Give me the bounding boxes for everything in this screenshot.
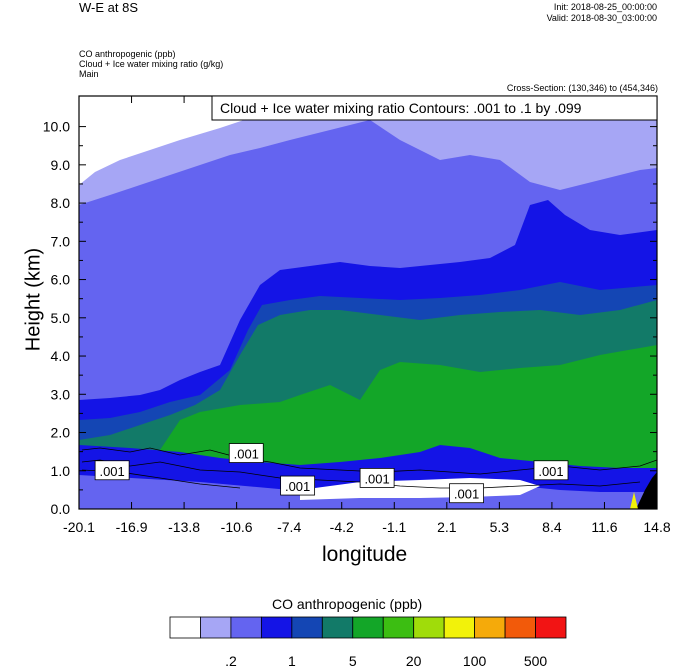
x-tick-label: -7.4	[277, 519, 301, 535]
colorbar-label: 100	[463, 653, 487, 667]
y-tick-label: 3.0	[51, 386, 71, 402]
y-tick-label: 6.0	[51, 272, 71, 288]
colorbar-swatch	[230, 616, 262, 639]
x-tick-label: 11.6	[591, 519, 617, 535]
x-tick-label: -4.2	[330, 519, 354, 535]
x-tick-label: -16.9	[116, 519, 148, 535]
contour-label-box	[359, 468, 395, 488]
colorbar-swatch	[413, 616, 445, 639]
contour-info-box	[211, 95, 658, 121]
cross-section-label: Cross-Section: (130,346) to (454,346)	[506, 83, 658, 93]
contour-label: .001	[454, 487, 479, 502]
x-tick-label: -1.1	[382, 519, 406, 535]
colorbar-label: 20	[406, 653, 422, 667]
field-co: CO anthropogenic (ppb)	[79, 49, 176, 59]
field-main: Main	[79, 69, 99, 79]
colorbar-swatch	[169, 616, 201, 639]
y-tick-label: 8.0	[51, 195, 71, 211]
y-tick-label: 4.0	[51, 348, 71, 364]
contour-label-box	[280, 475, 316, 496]
y-tick-label: 5.0	[51, 310, 71, 326]
heatmap-field	[79, 96, 657, 509]
x-tick-label: 14.8	[643, 519, 670, 535]
colorbar-swatch	[535, 616, 567, 639]
x-axis: -20.1 -16.9 -13.8 -10.6 -7.4 -4.2 -1.1 2.1 5.3 8.…	[63, 96, 671, 535]
colorbar-swatch	[321, 616, 354, 639]
contour-label: .001	[538, 464, 563, 479]
contour-label: .001	[234, 447, 259, 462]
x-tick-label: 2.1	[437, 519, 457, 535]
colorbar-label: 500	[524, 653, 548, 667]
field-list: CO anthropogenic (ppb) Cloud + Ice water…	[79, 49, 223, 79]
colorbar-label: .2	[225, 653, 237, 667]
y-tick-label: 7.0	[51, 233, 71, 249]
terrain-high-co	[630, 492, 638, 509]
contour-info-text: Cloud + Ice water mixing ratio Contours:…	[220, 100, 582, 116]
contour-label: .001	[285, 479, 310, 494]
x-axis-label: longitude	[322, 543, 408, 566]
contour-label-box	[449, 483, 484, 504]
colorbar-swatch	[474, 616, 506, 639]
y-axis: 0.0 1.0 2.0 3.0 4.0 5.0 6.0 7.0 8.0 9.0 10.0	[43, 119, 657, 517]
terrain-right	[636, 472, 657, 509]
colorbar-swatch	[200, 616, 232, 639]
plot-title: W-E at 8S	[79, 0, 139, 15]
colorbar: .2 1 5 20 100 500	[169, 616, 567, 667]
contour-label: .001	[364, 471, 389, 486]
contour-label-box	[533, 460, 569, 481]
colorbar-swatch	[352, 616, 384, 639]
x-tick-label: -20.1	[63, 519, 95, 535]
contour-label: .001	[99, 464, 124, 479]
x-tick-label: 5.3	[490, 519, 510, 535]
colorbar-swatch	[443, 616, 476, 639]
contour-labels: .001 .001 .001 .001 .001 .001	[94, 443, 569, 504]
valid-time: Valid: 2018-08-30_03:00:00	[546, 13, 657, 23]
colorbar-title: CO anthropogenic (ppb)	[272, 596, 423, 612]
contour-label-box	[228, 443, 264, 463]
colorbar-label: 5	[349, 653, 357, 667]
y-axis-label: Height (km)	[22, 247, 45, 352]
y-tick-label: 10.0	[43, 119, 70, 135]
y-tick-label: 9.0	[51, 157, 71, 173]
y-tick-label: 0.0	[51, 501, 71, 517]
y-tick-label: 2.0	[51, 425, 71, 441]
x-tick-label: -10.6	[221, 519, 253, 535]
colorbar-swatch	[291, 616, 323, 639]
colorbar-swatch	[260, 616, 293, 639]
x-tick-label: -13.8	[168, 519, 200, 535]
colorbar-swatch	[504, 616, 536, 639]
contour-label-box	[94, 460, 130, 481]
init-time: Init: 2018-08-25_00:00:00	[553, 2, 657, 12]
y-tick-label: 1.0	[51, 463, 71, 479]
x-tick-label: 8.4	[542, 519, 562, 535]
colorbar-label: 1	[288, 653, 296, 667]
field-cloud: Cloud + Ice water mixing ratio (g/kg)	[79, 59, 224, 69]
colorbar-swatch	[382, 616, 415, 639]
